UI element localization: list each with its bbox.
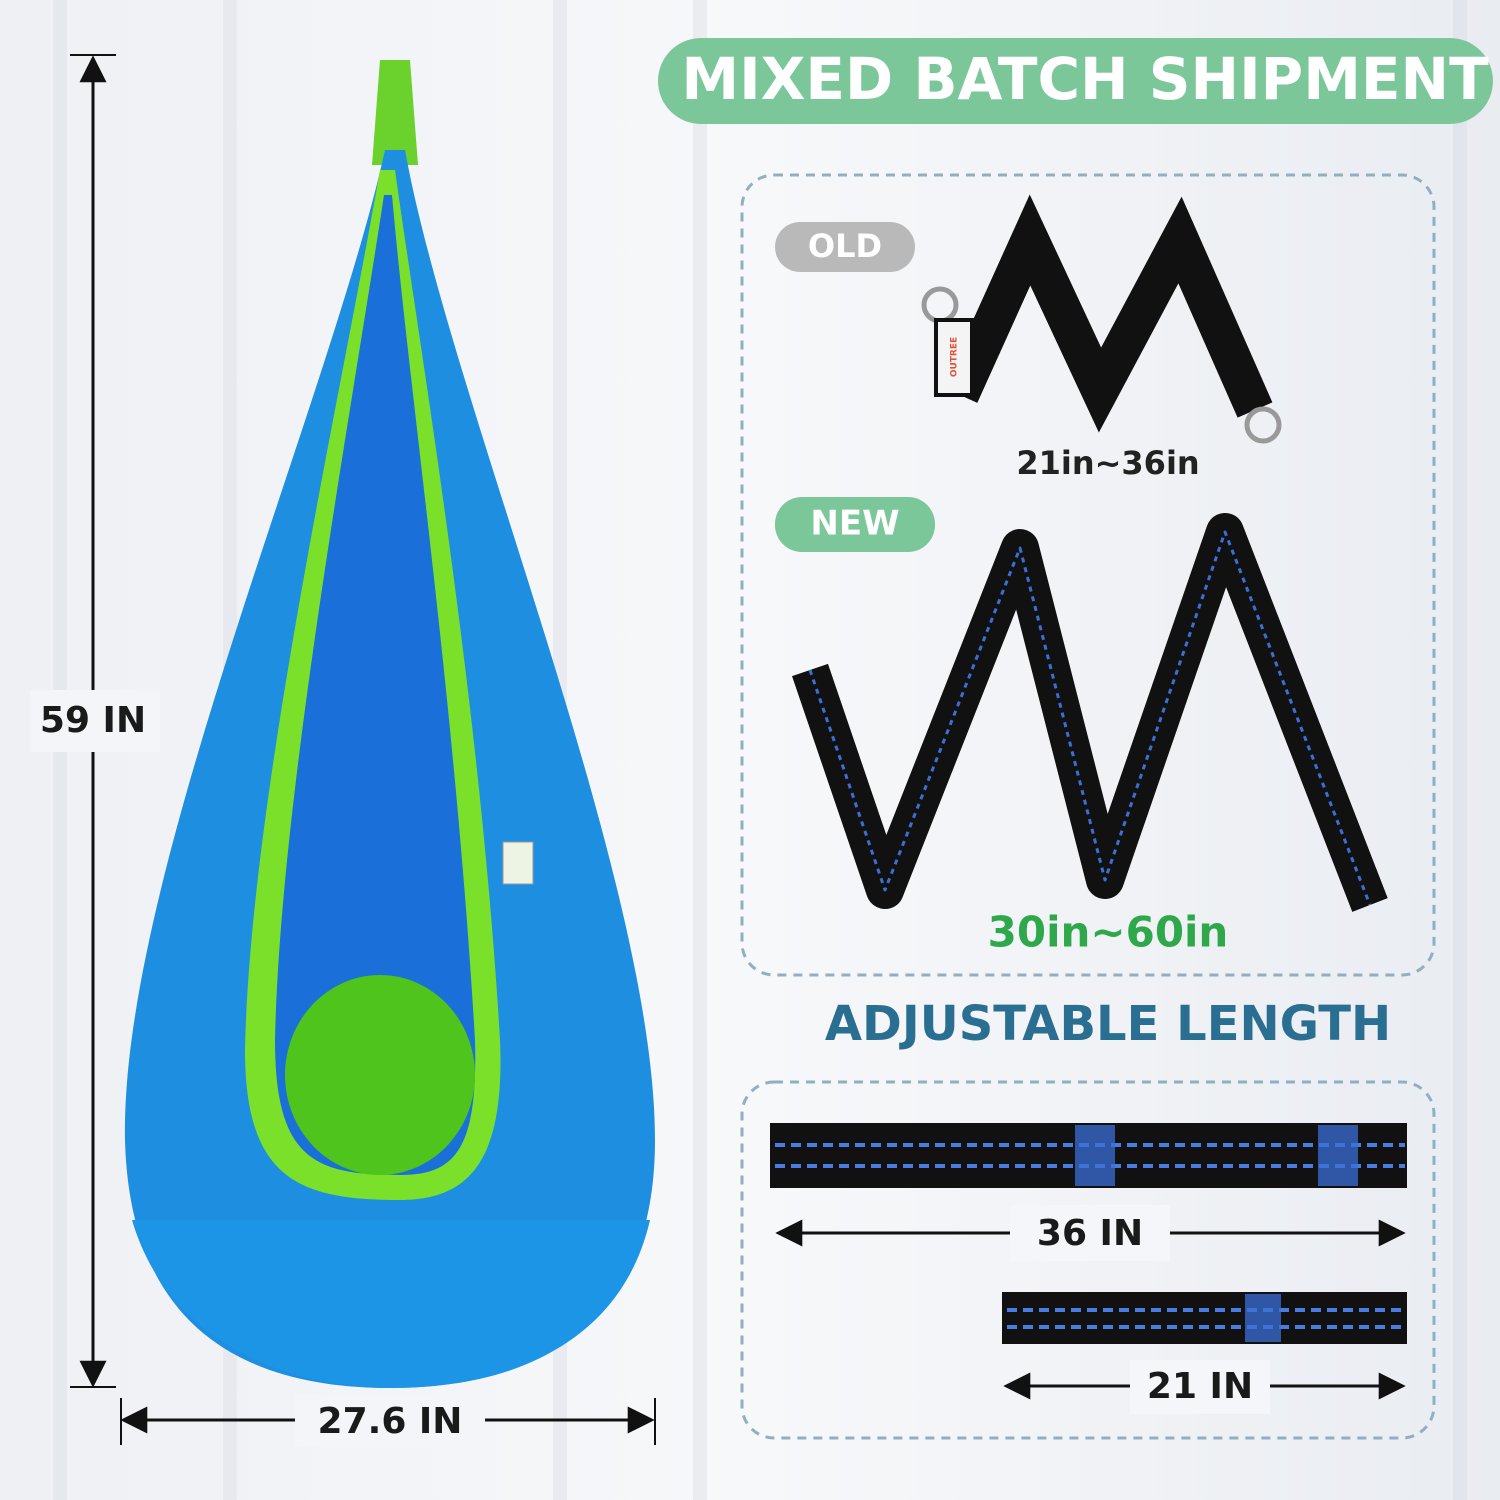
new-range: 30in~60in — [988, 908, 1229, 957]
short-strap — [1002, 1292, 1407, 1344]
label-bg — [1130, 1360, 1270, 1414]
height-label: 59 IN — [40, 700, 146, 741]
old-range: 21in~36in — [1016, 444, 1199, 482]
label-bg — [1010, 1205, 1170, 1261]
width-label: 27.6 IN — [318, 1401, 463, 1442]
new-badge: NEW — [810, 504, 899, 544]
old-badge-pill — [775, 222, 915, 272]
section-title: ADJUSTABLE LENGTH — [825, 996, 1391, 1052]
title-pill — [658, 38, 1493, 124]
length-box — [740, 1080, 1436, 1440]
comparison-box — [740, 173, 1436, 977]
width-dimension: 27.6 IN — [120, 1395, 656, 1447]
long-length: 36 IN — [1037, 1213, 1143, 1254]
old-strap: OUTREE — [921, 194, 1282, 444]
title: MIXED BATCH SHIPMENT — [681, 45, 1489, 113]
short-length: 21 IN — [1147, 1366, 1253, 1407]
brand-label: OUTREE — [950, 337, 960, 377]
height-dimension: 59 IN — [30, 54, 160, 1388]
old-badge: OLD — [808, 227, 882, 265]
new-strap — [792, 513, 1388, 912]
new-badge-pill — [775, 497, 935, 552]
hanging-pod — [124, 60, 655, 1388]
long-strap — [770, 1123, 1407, 1188]
